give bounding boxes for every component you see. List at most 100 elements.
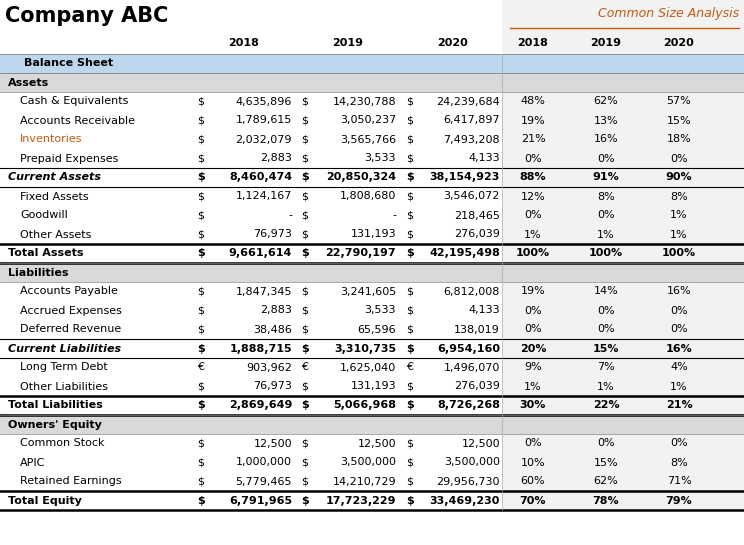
Bar: [0, 130, 502, 149]
Text: 1%: 1%: [670, 382, 687, 391]
Text: $: $: [197, 135, 204, 144]
Bar: [502, 472, 744, 491]
Text: 9%: 9%: [524, 362, 542, 372]
Bar: [502, 73, 744, 92]
Text: 15%: 15%: [667, 116, 691, 125]
Text: $: $: [197, 287, 204, 296]
Text: 12,500: 12,500: [357, 439, 396, 449]
Bar: [502, 92, 744, 111]
Bar: [0, 320, 502, 339]
Text: 100%: 100%: [516, 249, 550, 258]
Text: $: $: [301, 116, 308, 125]
Text: 3,546,072: 3,546,072: [443, 191, 500, 202]
Text: $: $: [406, 495, 414, 506]
Bar: [0, 187, 502, 206]
Text: 3,050,237: 3,050,237: [340, 116, 396, 125]
Text: $: $: [301, 476, 308, 487]
Text: 14,230,788: 14,230,788: [333, 96, 396, 106]
Text: Deferred Revenue: Deferred Revenue: [20, 324, 121, 335]
Text: 3,310,735: 3,310,735: [334, 343, 396, 354]
Text: 76,973: 76,973: [253, 382, 292, 391]
Bar: [502, 320, 744, 339]
Text: 3,500,000: 3,500,000: [340, 457, 396, 468]
Text: Total Equity: Total Equity: [8, 495, 82, 506]
Text: 2020: 2020: [437, 38, 467, 48]
Text: 903,962: 903,962: [246, 362, 292, 372]
Text: $: $: [301, 154, 308, 164]
Text: $: $: [406, 154, 413, 164]
Text: 1,000,000: 1,000,000: [236, 457, 292, 468]
Text: 276,039: 276,039: [454, 382, 500, 391]
Text: 131,193: 131,193: [350, 382, 396, 391]
Text: 22,790,197: 22,790,197: [325, 249, 396, 258]
Text: $: $: [406, 324, 413, 335]
Text: 71%: 71%: [667, 476, 691, 487]
Text: Common Stock: Common Stock: [20, 439, 104, 449]
Text: $: $: [301, 439, 308, 449]
Text: 70%: 70%: [520, 495, 546, 506]
Text: 76,973: 76,973: [253, 229, 292, 239]
Text: 57%: 57%: [667, 96, 691, 106]
Text: $: $: [197, 229, 204, 239]
Text: $: $: [406, 476, 413, 487]
Bar: [502, 415, 744, 434]
Text: 4%: 4%: [670, 362, 688, 372]
Bar: [502, 168, 744, 187]
Text: 0%: 0%: [597, 306, 615, 316]
Text: 38,154,923: 38,154,923: [429, 173, 500, 183]
Bar: [0, 453, 502, 472]
Text: 0%: 0%: [670, 154, 687, 164]
Text: 3,533: 3,533: [365, 306, 396, 316]
Text: $: $: [406, 229, 413, 239]
Text: Company ABC: Company ABC: [5, 6, 168, 26]
Text: $: $: [406, 173, 414, 183]
Text: 14,210,729: 14,210,729: [333, 476, 396, 487]
Text: 19%: 19%: [521, 287, 545, 296]
Text: Assets: Assets: [8, 77, 49, 88]
Text: 12%: 12%: [521, 191, 545, 202]
Bar: [0, 92, 502, 111]
Text: 21%: 21%: [666, 401, 693, 410]
Bar: [502, 206, 744, 225]
Text: 16%: 16%: [594, 135, 618, 144]
Bar: [0, 263, 502, 282]
Text: $: $: [301, 343, 309, 354]
Text: 1%: 1%: [597, 382, 615, 391]
Text: 38,486: 38,486: [253, 324, 292, 335]
Text: $: $: [197, 191, 204, 202]
Text: $: $: [406, 96, 413, 106]
Bar: [502, 339, 744, 358]
Text: $: $: [406, 457, 413, 468]
Text: 0%: 0%: [670, 324, 687, 335]
Bar: [0, 301, 502, 320]
Text: 3,533: 3,533: [365, 154, 396, 164]
Text: $: $: [406, 382, 413, 391]
Text: 19%: 19%: [521, 116, 545, 125]
Bar: [0, 358, 502, 377]
Text: 8,460,474: 8,460,474: [229, 173, 292, 183]
Text: 5,066,968: 5,066,968: [333, 401, 396, 410]
Text: Long Term Debt: Long Term Debt: [20, 362, 108, 372]
Text: 20,850,324: 20,850,324: [326, 173, 396, 183]
Text: 218,465: 218,465: [454, 210, 500, 221]
Text: €: €: [197, 362, 204, 372]
Bar: [502, 434, 744, 453]
Bar: [502, 111, 744, 130]
Bar: [502, 358, 744, 377]
Text: $: $: [406, 135, 413, 144]
Text: $: $: [406, 306, 413, 316]
Bar: [0, 282, 502, 301]
Text: 78%: 78%: [593, 495, 619, 506]
Text: 48%: 48%: [521, 96, 545, 106]
Text: 62%: 62%: [594, 476, 618, 487]
Bar: [0, 434, 502, 453]
Text: 24,239,684: 24,239,684: [436, 96, 500, 106]
Bar: [0, 73, 502, 92]
Text: $: $: [301, 191, 308, 202]
Text: $: $: [197, 324, 204, 335]
Text: Balance Sheet: Balance Sheet: [24, 58, 113, 69]
Text: 7%: 7%: [597, 362, 615, 372]
Bar: [502, 54, 744, 73]
Text: $: $: [406, 439, 413, 449]
Text: 13%: 13%: [594, 116, 618, 125]
